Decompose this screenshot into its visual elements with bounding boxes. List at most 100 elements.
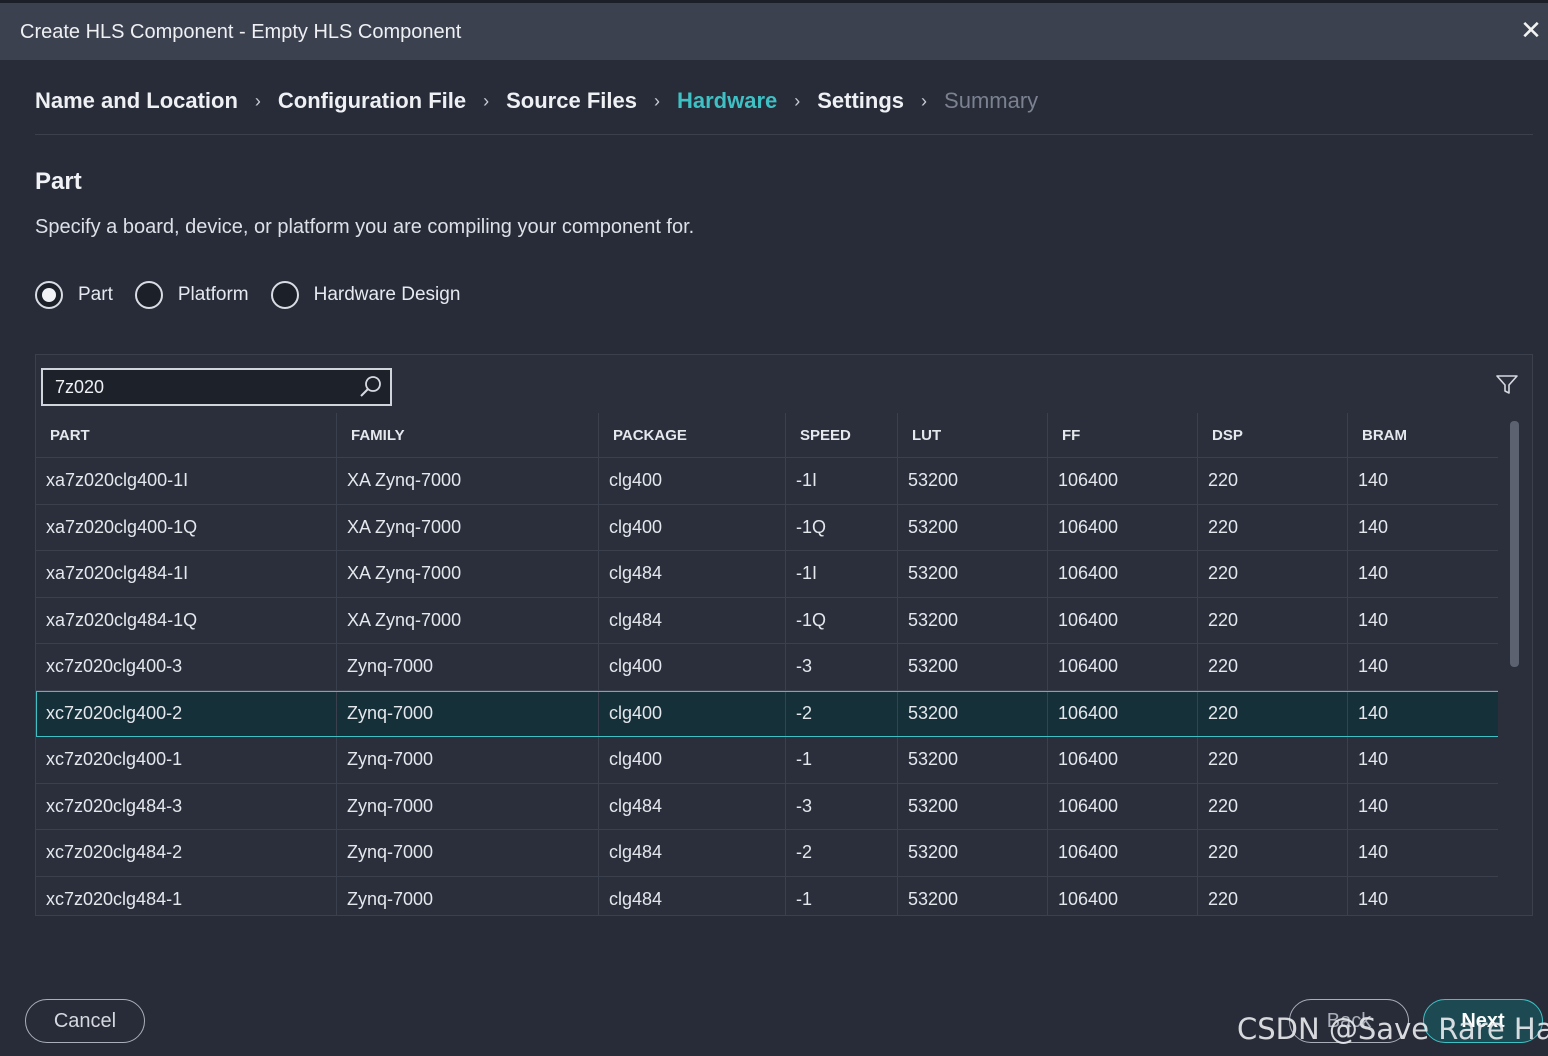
cell-ff: 106400 [1048, 458, 1198, 504]
cell-dsp: 220 [1198, 690, 1348, 736]
cell-family: Zynq-7000 [337, 644, 599, 690]
section-description: Specify a board, device, or platform you… [35, 216, 695, 238]
table-header: PART FAMILY PACKAGE SPEED LUT FF DSP BRAM [36, 413, 1500, 458]
cell-lut: 53200 [898, 737, 1048, 783]
table-row[interactable]: xc7z020clg484-1 Zynq-7000 clg484 -1 53200 106… [36, 876, 1500, 915]
cell-package: clg484 [599, 551, 786, 597]
search-icon[interactable] [358, 374, 384, 400]
radio-label: Part [78, 284, 113, 305]
cell-bram: 140 [1348, 783, 1500, 829]
column-header-dsp[interactable]: DSP [1198, 413, 1348, 457]
window-title: Create HLS Component - Empty HLS Compone… [20, 21, 462, 43]
parts-table: PART FAMILY PACKAGE SPEED LUT FF DSP BRAM xa7z0… [36, 413, 1500, 915]
table-row[interactable]: xc7z020clg400-3 Zynq-7000 clg400 -3 53200 106… [36, 644, 1500, 691]
radio-checked-icon[interactable] [35, 281, 63, 309]
section-title: Part [35, 168, 82, 195]
table-row[interactable]: xc7z020clg400-2 Zynq-7000 clg400 -2 53200 106… [36, 690, 1500, 737]
cell-lut: 53200 [898, 597, 1048, 643]
cell-dsp: 220 [1198, 504, 1348, 550]
cell-bram: 140 [1348, 690, 1500, 736]
radio-unchecked-icon[interactable] [134, 281, 163, 309]
cell-family: XA Zynq-7000 [337, 597, 599, 643]
radio-label: Platform [177, 284, 249, 305]
target-type-radio-group: Part Platform Hardware Design [35, 280, 482, 310]
step-summary: Summary [944, 88, 1039, 113]
radio-unchecked-icon[interactable] [270, 281, 299, 309]
table-row[interactable]: xa7z020clg484-1Q XA Zynq-7000 clg484 -1Q 532… [36, 597, 1500, 644]
search-input[interactable] [55, 375, 345, 399]
cell-speed: -1Q [786, 597, 898, 643]
cell-lut: 53200 [898, 830, 1048, 876]
cancel-button[interactable]: Cancel [25, 999, 145, 1043]
table-row[interactable]: xa7z020clg484-1I XA Zynq-7000 clg484 -1I 532… [36, 551, 1500, 598]
cell-part: xa7z020clg400-1I [36, 458, 337, 504]
table-row[interactable]: xa7z020clg400-1I XA Zynq-7000 clg400 -1I 532… [36, 458, 1500, 505]
cell-package: clg484 [599, 783, 786, 829]
column-header-family[interactable]: FAMILY [337, 413, 599, 457]
radio-platform[interactable]: Platform [134, 281, 249, 309]
step-name-and-location[interactable]: Name and Location [35, 88, 238, 113]
step-source-files[interactable]: Source Files [506, 88, 637, 113]
cell-speed: -1 [786, 876, 898, 915]
column-header-bram[interactable]: BRAM [1348, 413, 1500, 457]
scrollbar-thumb[interactable] [1510, 421, 1519, 667]
cell-lut: 53200 [898, 644, 1048, 690]
chevron-right-icon: › [794, 90, 801, 111]
cell-part: xc7z020clg400-1 [36, 737, 337, 783]
divider [35, 134, 1533, 135]
cell-family: XA Zynq-7000 [337, 504, 599, 550]
cell-bram: 140 [1348, 504, 1500, 550]
column-header-lut[interactable]: LUT [898, 413, 1048, 457]
scrollbar[interactable] [1498, 413, 1532, 915]
cell-ff: 106400 [1048, 737, 1198, 783]
close-icon[interactable]: ✕ [1520, 15, 1542, 45]
cell-part: xa7z020clg484-1I [36, 551, 337, 597]
cell-bram: 140 [1348, 644, 1500, 690]
cell-lut: 53200 [898, 690, 1048, 736]
step-configuration-file[interactable]: Configuration File [277, 88, 467, 113]
column-header-package[interactable]: PACKAGE [599, 413, 786, 457]
step-hardware[interactable]: Hardware [676, 88, 778, 113]
next-button[interactable]: Next [1423, 999, 1543, 1043]
cell-lut: 53200 [898, 458, 1048, 504]
column-header-ff[interactable]: FF [1048, 413, 1198, 457]
cell-package: clg400 [599, 458, 786, 504]
back-button[interactable]: Back [1289, 999, 1409, 1043]
column-header-part[interactable]: PART [36, 413, 337, 457]
cell-family: XA Zynq-7000 [337, 551, 599, 597]
table-row[interactable]: xc7z020clg400-1 Zynq-7000 clg400 -1 53200 106… [36, 737, 1500, 784]
table-row[interactable]: xc7z020clg484-2 Zynq-7000 clg484 -2 53200 106… [36, 830, 1500, 877]
column-header-speed[interactable]: SPEED [786, 413, 898, 457]
table-row[interactable]: xc7z020clg484-3 Zynq-7000 clg484 -3 53200 106… [36, 783, 1500, 830]
cell-ff: 106400 [1048, 551, 1198, 597]
cell-family: Zynq-7000 [337, 690, 599, 736]
cell-speed: -1Q [786, 504, 898, 550]
watermark: CSDN @Save Rare Hair [1237, 1012, 1548, 1046]
radio-hardware-design[interactable]: Hardware Design [270, 281, 460, 309]
cell-speed: -3 [786, 783, 898, 829]
cell-part: xc7z020clg484-2 [36, 830, 337, 876]
table-row[interactable]: xa7z020clg400-1Q XA Zynq-7000 clg400 -1Q 532… [36, 504, 1500, 551]
filter-icon[interactable] [1496, 375, 1518, 395]
cell-part: xc7z020clg400-3 [36, 644, 337, 690]
cell-bram: 140 [1348, 737, 1500, 783]
cell-dsp: 220 [1198, 876, 1348, 915]
cell-speed: -3 [786, 644, 898, 690]
cell-dsp: 220 [1198, 830, 1348, 876]
cell-dsp: 220 [1198, 597, 1348, 643]
cell-speed: -1I [786, 551, 898, 597]
cell-family: Zynq-7000 [337, 783, 599, 829]
cell-ff: 106400 [1048, 830, 1198, 876]
chevron-right-icon: › [921, 90, 928, 111]
radio-part[interactable]: Part [35, 281, 113, 309]
step-settings[interactable]: Settings [817, 88, 905, 113]
cell-ff: 106400 [1048, 504, 1198, 550]
cell-bram: 140 [1348, 876, 1500, 915]
cell-lut: 53200 [898, 504, 1048, 550]
cell-family: XA Zynq-7000 [337, 458, 599, 504]
cell-package: clg484 [599, 597, 786, 643]
chevron-right-icon: › [653, 90, 660, 111]
cell-dsp: 220 [1198, 551, 1348, 597]
cell-bram: 140 [1348, 830, 1500, 876]
